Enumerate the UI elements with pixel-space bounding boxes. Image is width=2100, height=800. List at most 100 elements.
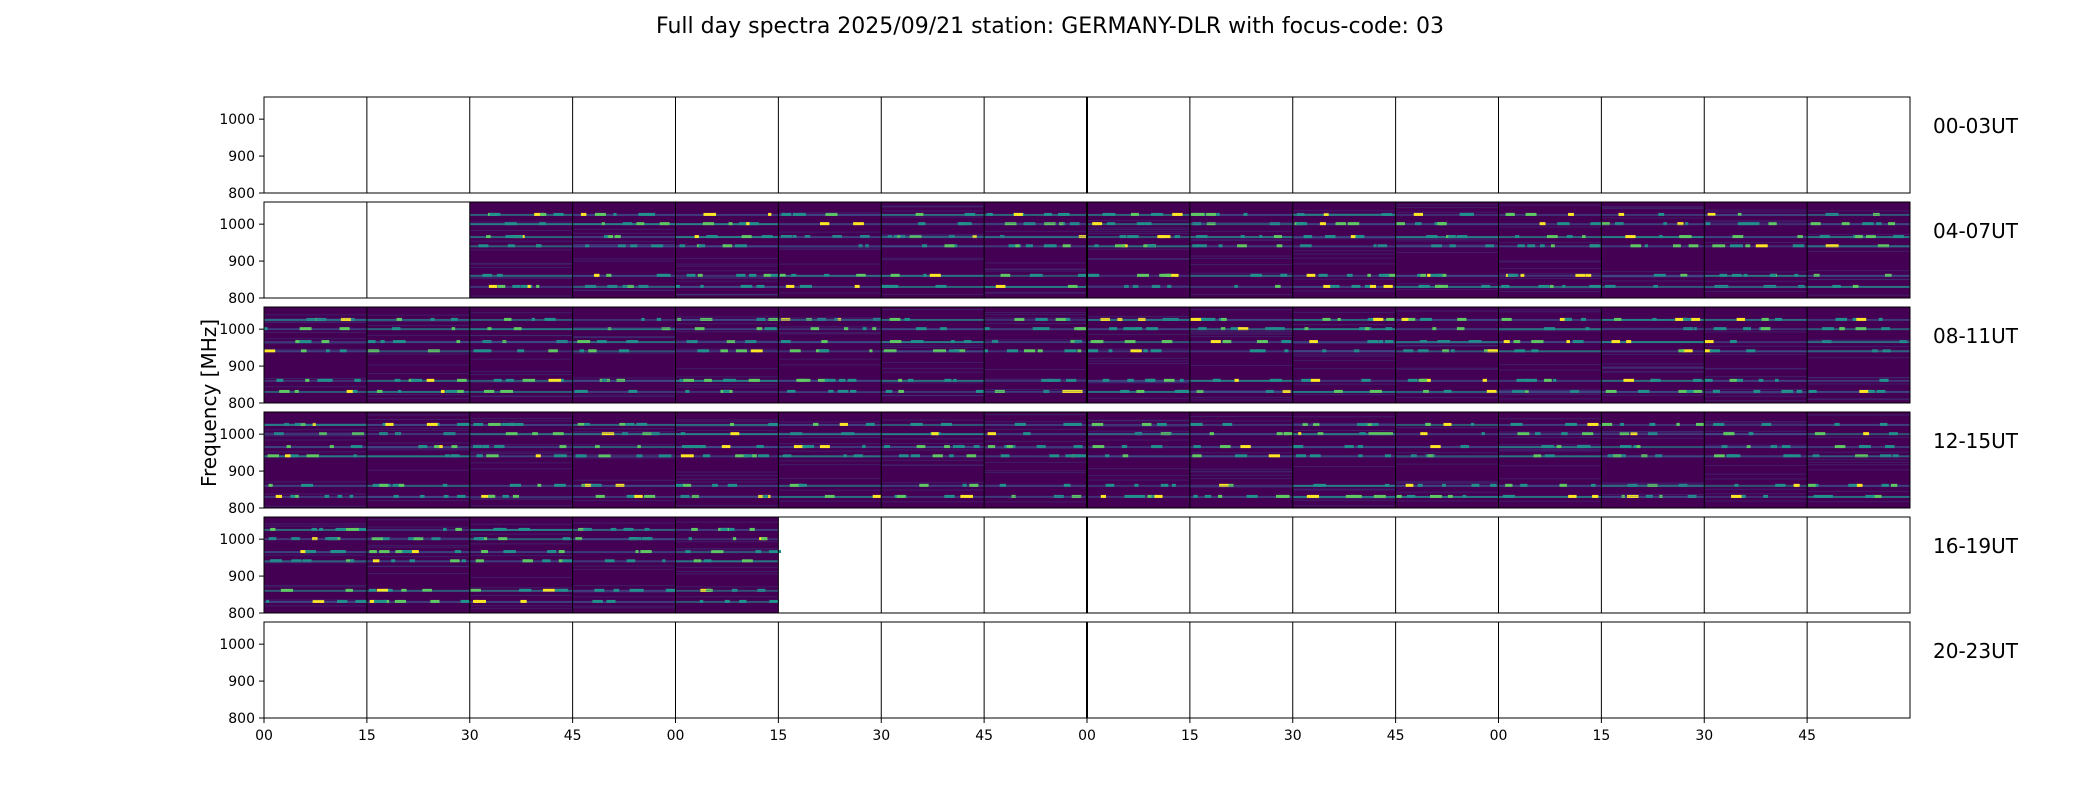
noise-streak [1807,399,1910,401]
emission-band [469,245,573,248]
emission-band [1395,455,1499,458]
signal-hotspot [1517,244,1525,248]
signal-hotspot [505,378,514,382]
signal-hotspot [372,483,382,487]
noise-streak [1601,430,1705,432]
noise-streak [778,421,882,423]
noise-streak [778,477,882,479]
emission-band [1807,379,1910,382]
signal-hotspot [1814,432,1826,436]
signal-hotspot [1269,222,1280,226]
noise-streak [264,561,367,563]
noise-streak [572,396,676,398]
signal-hotspot [781,212,792,216]
signal-hotspot [418,445,428,449]
signal-hotspot [1507,273,1514,277]
noise-streak [264,386,367,388]
signal-hotspot [623,527,628,531]
noise-streak [572,565,676,567]
signal-hotspot [732,537,737,541]
signal-hotspot [443,494,449,498]
signal-hotspot [1659,235,1663,239]
noise-streak [984,322,1087,324]
noise-streak [778,249,882,251]
signal-hotspot [787,389,796,393]
noise-streak [264,439,367,441]
signal-hotspot [789,349,801,353]
noise-streak [1498,389,1602,391]
noise-streak [675,521,779,523]
signal-hotspot [1234,284,1238,288]
signal-hotspot [1619,445,1624,449]
noise-streak [984,414,1087,416]
noise-streak [1292,212,1396,214]
signal-hotspot [1058,212,1066,216]
signal-hotspot [762,494,768,498]
signal-hotspot [584,422,590,426]
signal-hotspot [757,454,770,458]
noise-streak [469,341,573,343]
noise-streak [264,429,367,431]
signal-hotspot [1345,494,1355,498]
signal-hotspot [1269,378,1282,382]
signal-hotspot [1641,454,1648,458]
signal-hotspot [482,340,492,344]
signal-hotspot [1234,378,1239,382]
noise-streak [1292,257,1396,259]
emission-band [1292,328,1396,331]
signal-hotspot [1198,327,1207,331]
signal-hotspot [756,349,763,353]
spectrogram-background [984,202,1087,298]
noise-streak [1395,239,1499,241]
noise-streak [984,341,1087,343]
spectrogram-background [1292,307,1396,403]
noise-streak [881,344,985,346]
noise-streak [881,216,985,218]
signal-hotspot [1855,327,1867,331]
emission-band [1292,423,1396,426]
signal-hotspot [1380,432,1393,436]
signal-hotspot [1825,244,1839,248]
signal-hotspot [1065,454,1071,458]
noise-streak [1807,469,1910,471]
emission-band [1807,433,1910,436]
signal-hotspot [862,327,867,331]
signal-hotspot [1136,389,1145,393]
signal-hotspot [1442,483,1446,487]
noise-streak [984,222,1087,224]
signal-hotspot [1774,378,1779,382]
signal-hotspot [476,454,483,458]
emission-band [366,495,470,498]
signal-hotspot [1062,389,1071,393]
noise-streak [1087,220,1190,222]
noise-streak [1395,211,1499,213]
signal-hotspot [349,494,354,498]
signal-hotspot [1127,235,1139,239]
signal-hotspot [1882,349,1891,353]
spectrogram-background [264,412,367,508]
noise-streak [366,537,470,539]
signal-hotspot [683,483,692,487]
signal-hotspot [473,349,486,353]
signal-hotspot [1748,432,1753,436]
noise-streak [881,234,985,236]
noise-streak [366,414,470,416]
signal-hotspot [385,422,394,426]
noise-streak [675,348,779,350]
emission-band [1087,455,1190,458]
emission-band [675,328,779,331]
signal-hotspot [1575,273,1586,277]
signal-hotspot [558,559,563,563]
noise-streak [881,205,985,207]
noise-streak [264,523,367,525]
signal-hotspot [1059,222,1064,226]
signal-hotspot [276,378,284,382]
noise-streak [366,545,470,547]
signal-hotspot [511,235,523,239]
signal-hotspot [1727,454,1741,458]
spectrogram-background [778,202,882,298]
signal-hotspot [1587,422,1599,426]
signal-hotspot [1855,454,1868,458]
signal-hotspot [397,389,402,393]
emission-band [881,236,985,239]
